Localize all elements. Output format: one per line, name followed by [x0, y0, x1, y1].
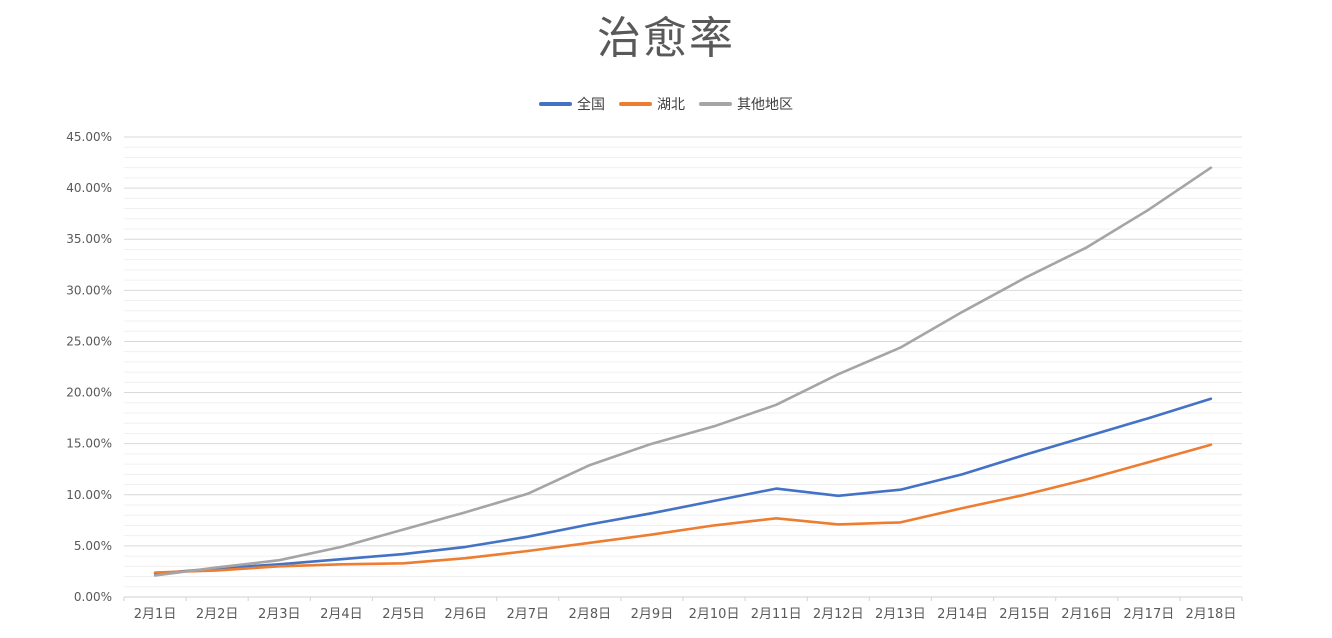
series-line-1 — [153, 443, 1213, 574]
series-line-0 — [153, 397, 1213, 575]
x-axis-label: 2月13日 — [875, 607, 926, 622]
x-axis-label: 2月5日 — [382, 607, 425, 622]
x-axis-label: 2月18日 — [1186, 607, 1237, 622]
legend: 全国 湖北 其他地区 — [0, 94, 1332, 114]
legend-item-qita-diqu[interactable]: 其他地区 — [699, 94, 793, 114]
x-axis-label: 2月1日 — [134, 607, 177, 622]
x-axis-label: 2月17日 — [1123, 607, 1174, 622]
x-axis-label: 2月12日 — [813, 607, 864, 622]
y-axis-label: 20.00% — [66, 386, 112, 400]
x-axis-label: 2月14日 — [937, 607, 988, 622]
legend-label-qita-diqu: 其他地区 — [737, 97, 793, 113]
series-line-2 — [153, 166, 1213, 577]
y-axis-label: 15.00% — [66, 437, 112, 451]
x-axis-label: 2月2日 — [196, 607, 239, 622]
y-axis-label: 45.00% — [66, 130, 112, 144]
x-axis-label: 2月9日 — [631, 607, 674, 622]
y-axis-label: 25.00% — [66, 334, 112, 348]
legend-label-hubei: 湖北 — [657, 97, 685, 113]
x-axis-label: 2月16日 — [1061, 607, 1112, 622]
y-axis-label: 30.00% — [66, 283, 112, 297]
legend-item-hubei[interactable]: 湖北 — [619, 94, 685, 114]
x-axis-label: 2月10日 — [689, 607, 740, 622]
legend-swatch-quanguo — [539, 102, 572, 106]
y-axis-label: 5.00% — [74, 539, 112, 553]
y-axis-label: 0.00% — [74, 590, 112, 604]
legend-label-quanguo: 全国 — [577, 97, 605, 113]
x-axis-label: 2月11日 — [751, 607, 802, 622]
legend-item-quanguo[interactable]: 全国 — [539, 94, 605, 114]
y-axis-label: 40.00% — [66, 181, 112, 195]
x-axis-label: 2月15日 — [999, 607, 1050, 622]
x-axis-label: 2月7日 — [506, 607, 549, 622]
y-axis-label: 35.00% — [66, 232, 112, 246]
legend-swatch-qita-diqu — [699, 102, 732, 106]
y-axis-label: 10.00% — [66, 488, 112, 502]
x-axis-label: 2月6日 — [444, 607, 487, 622]
chart-title: 治愈率 — [597, 13, 735, 64]
x-axis-label: 2月8日 — [569, 607, 612, 622]
x-axis-label: 2月3日 — [258, 607, 301, 622]
x-axis-label: 2月4日 — [320, 607, 363, 622]
legend-swatch-hubei — [619, 102, 652, 106]
